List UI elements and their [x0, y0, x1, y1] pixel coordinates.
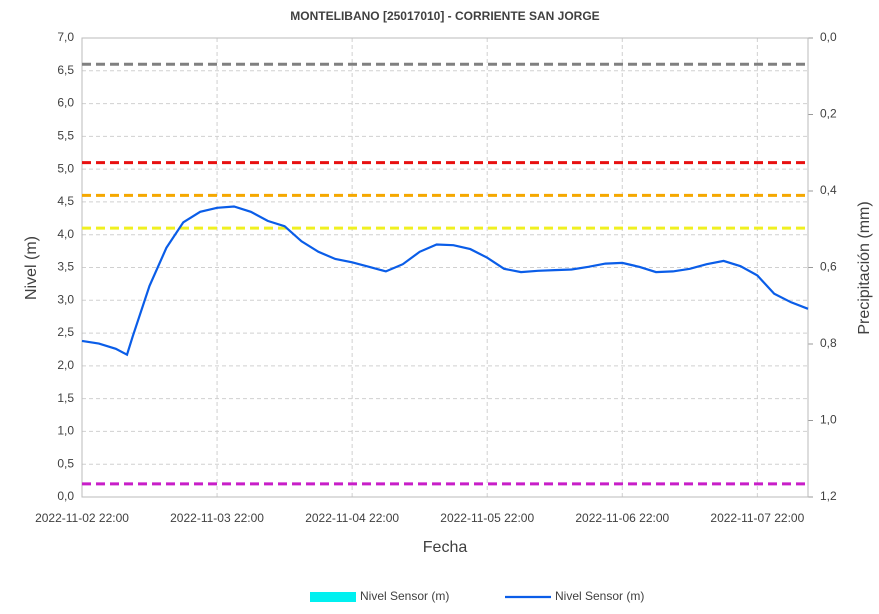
y2-tick-label: 0,8	[820, 336, 837, 350]
y2-tick-label: 0,4	[820, 183, 837, 197]
legend-label: Nivel Sensor (m)	[555, 589, 644, 603]
x-axis-label: Fecha	[423, 539, 468, 556]
y-tick-label: 0,5	[57, 456, 74, 470]
y-tick-label: 3,5	[57, 260, 74, 274]
x-tick-label: 2022-11-06 22:00	[575, 511, 669, 525]
y2-axis-label: Precipitación (mm)	[856, 201, 873, 334]
y2-tick-label: 0,6	[820, 260, 837, 274]
y2-tick-label: 0,0	[820, 30, 837, 44]
y-tick-label: 3,0	[57, 292, 74, 306]
chart-title: MONTELIBANO [25017010] - CORRIENTE SAN J…	[290, 9, 599, 23]
y-tick-label: 4,0	[57, 227, 74, 241]
y-tick-label: 0,0	[57, 489, 74, 503]
y-axis-label: Nivel (m)	[23, 236, 40, 300]
legend-swatch	[310, 592, 356, 602]
y-tick-label: 1,0	[57, 424, 74, 438]
y-tick-label: 7,0	[57, 30, 74, 44]
y2-tick-label: 0,2	[820, 107, 837, 121]
y-tick-label: 6,0	[57, 96, 74, 110]
plot-frame	[81, 37, 809, 498]
y-tick-label: 4,5	[57, 194, 74, 208]
y-tick-label: 2,0	[57, 358, 74, 372]
y2-tick-label: 1,0	[820, 413, 837, 427]
legend-label: Nivel Sensor (m)	[360, 589, 449, 603]
x-tick-label: 2022-11-02 22:00	[35, 511, 129, 525]
y-tick-label: 5,0	[57, 161, 74, 175]
y2-tick-label: 1,2	[820, 489, 837, 503]
x-tick-label: 2022-11-07 22:00	[710, 511, 804, 525]
x-tick-label: 2022-11-03 22:00	[170, 511, 264, 525]
line-series	[81, 205, 809, 357]
y-tick-label: 5,5	[57, 129, 74, 143]
x-tick-label: 2022-11-05 22:00	[440, 511, 534, 525]
y-tick-label: 1,5	[57, 391, 74, 405]
x-tick-label: 2022-11-04 22:00	[305, 511, 399, 525]
y-tick-label: 2,5	[57, 325, 74, 339]
y-tick-label: 6,5	[57, 63, 74, 77]
